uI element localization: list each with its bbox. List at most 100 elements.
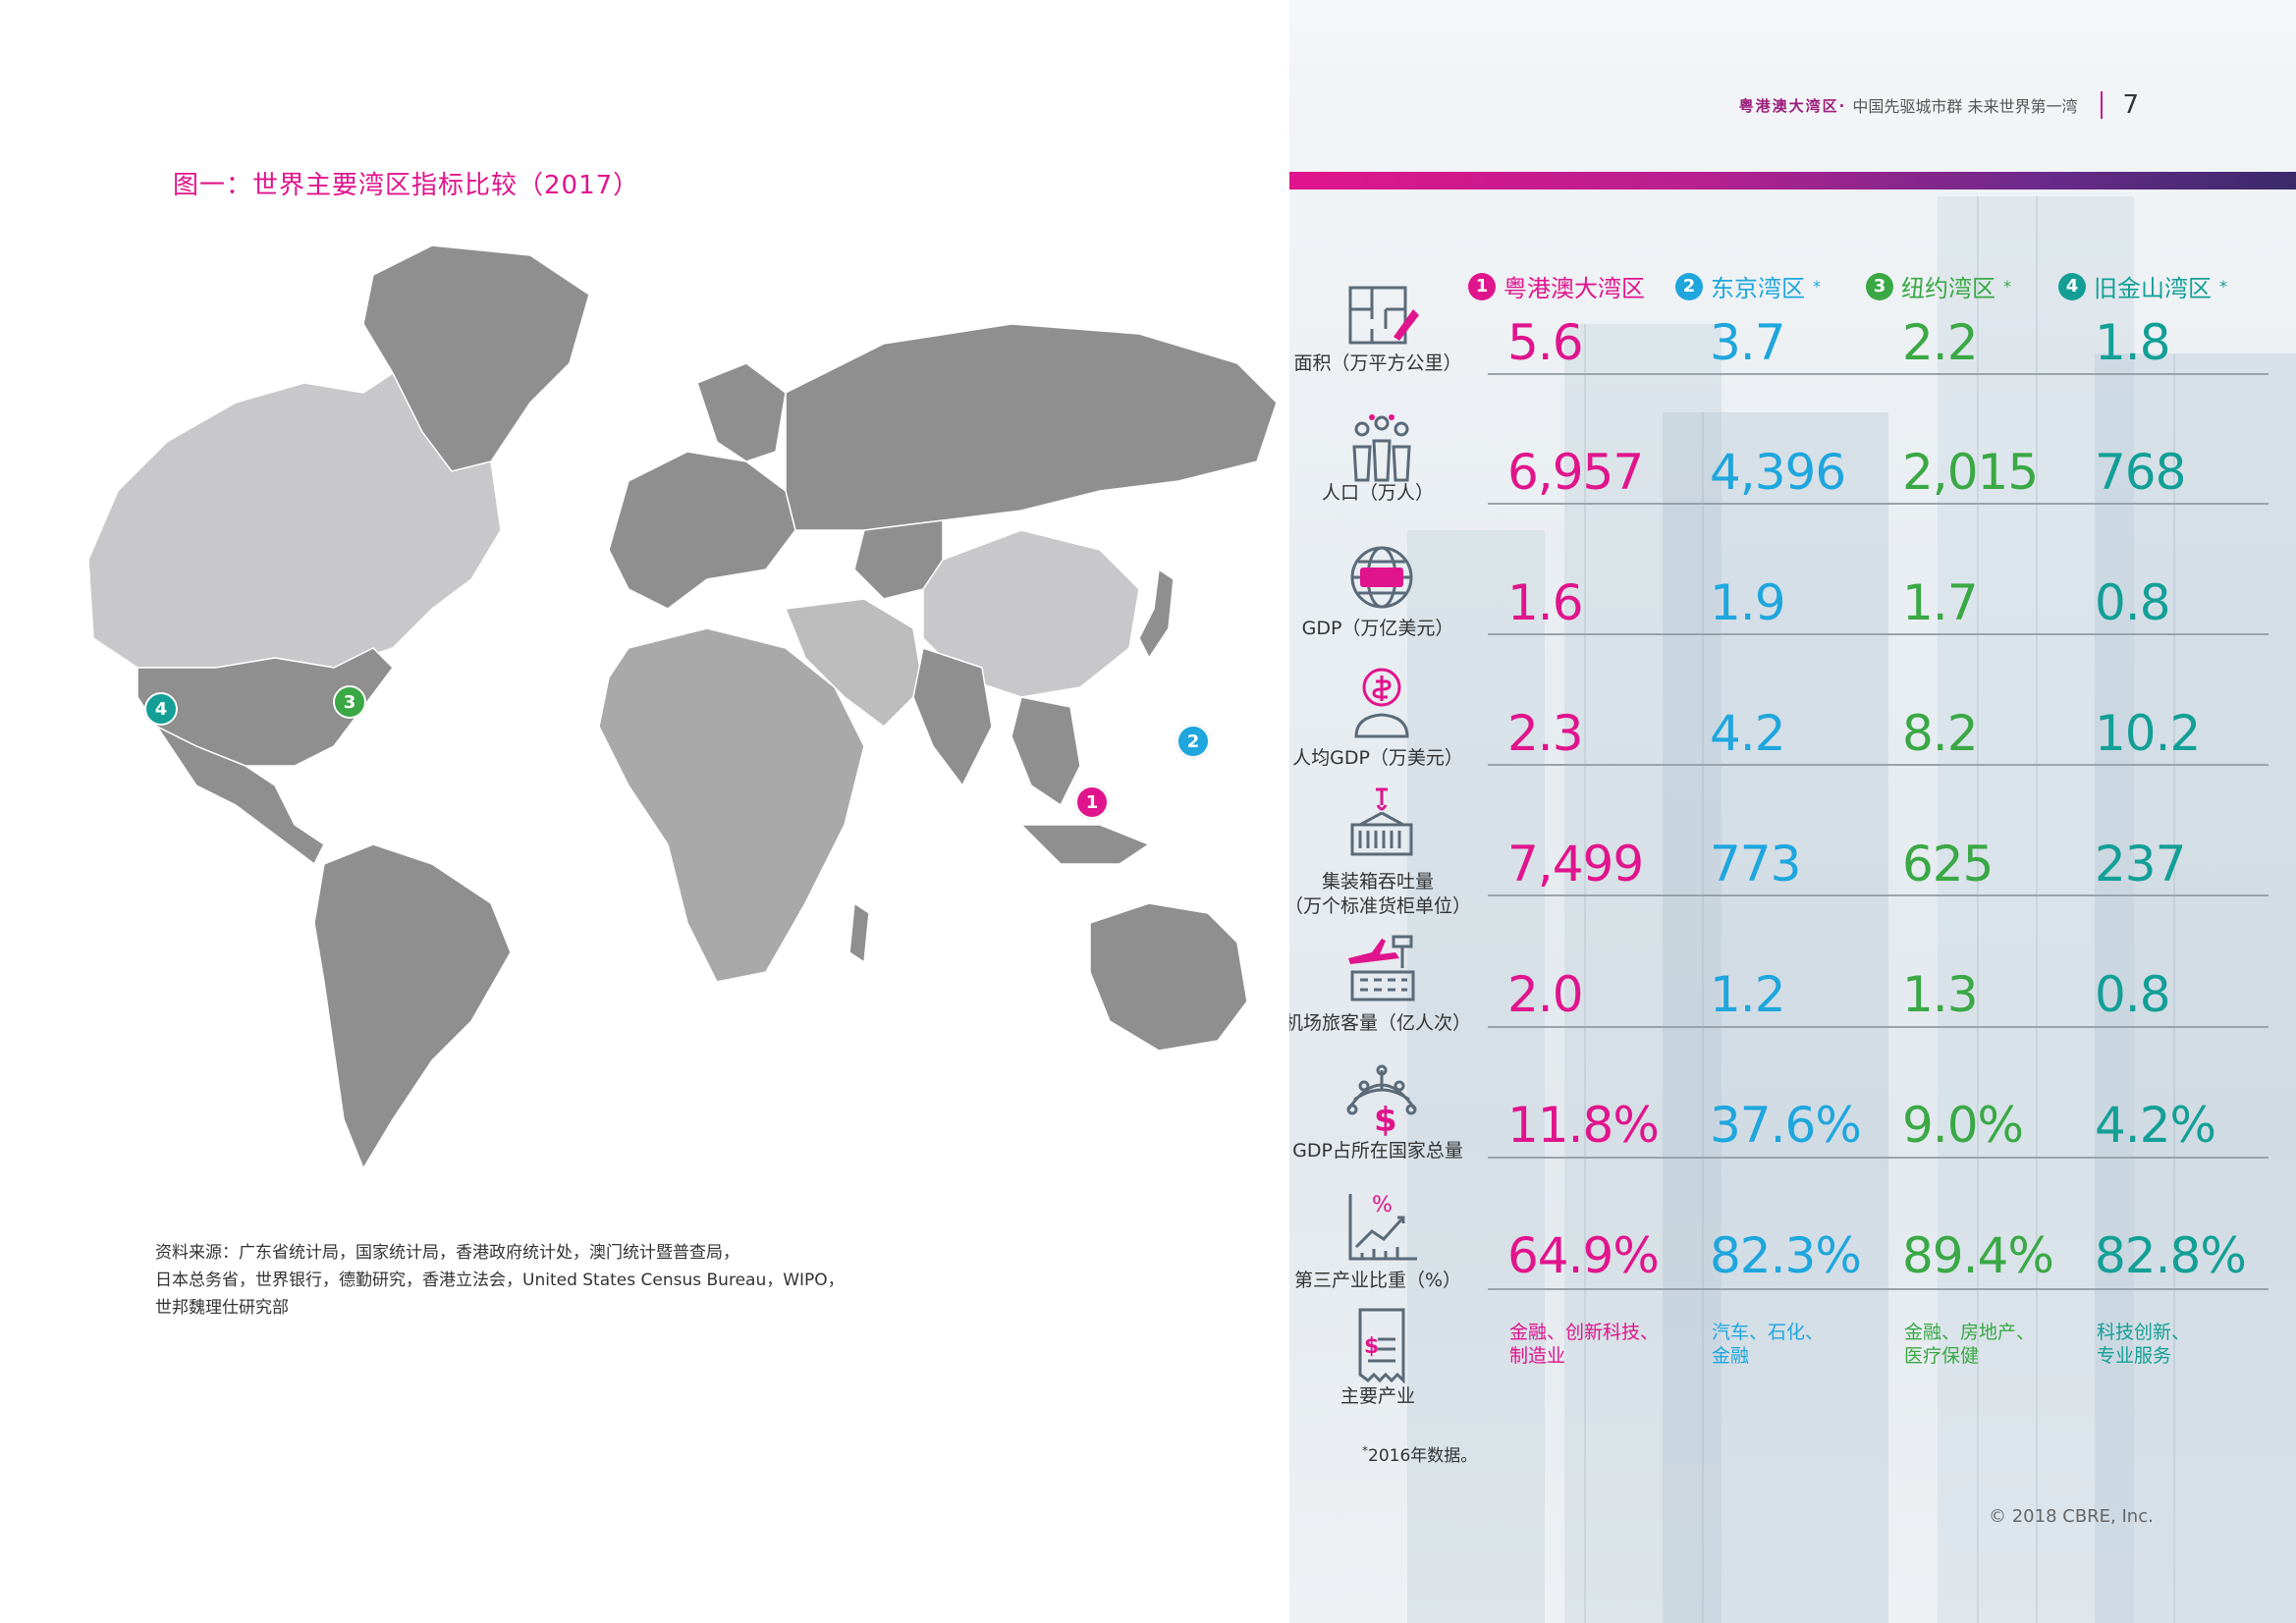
row-divider (1488, 1026, 2269, 1028)
india-shape (912, 647, 993, 787)
mexico-shape (154, 725, 325, 866)
legend-label: 旧金山湾区 (2094, 275, 2212, 302)
value-area-newyork: 2.2 (1902, 314, 1979, 371)
map-marker-tokyo[interactable]: 2 (1176, 725, 1210, 758)
left-page: 图一：世界主要湾区指标比较（2017） (87, 171, 1277, 1322)
industries-tokyo: 汽车、石化、 金融 (1712, 1321, 1824, 1368)
value-gdp-share-gba: 11.8% (1507, 1097, 1660, 1154)
sources-line: 世邦魏理仕研究部 (155, 1298, 289, 1318)
metric-label-tertiary: 第三产业比重（%） (1293, 1270, 1462, 1291)
metric-label-gdp: GDP（万亿美元） (1301, 618, 1454, 639)
central-asia-shape (853, 519, 944, 600)
metric-label-airport: 机场旅客量（亿人次） (1289, 1012, 1471, 1034)
industries-line: 专业服务 (2097, 1345, 2172, 1367)
value-gdp-newyork: 1.7 (1902, 574, 1979, 631)
map-marker-newyork[interactable]: 3 (333, 685, 366, 719)
footnote-star: * (1362, 1443, 1368, 1458)
row-divider (1488, 894, 2269, 896)
industries-line: 汽车、石化、 (1712, 1322, 1825, 1343)
gradient-bar (1289, 172, 2296, 189)
metric-label-gdp-share: GDP占所在国家总量 (1292, 1140, 1463, 1162)
value-gdp-share-tokyo: 37.6% (1710, 1097, 1862, 1154)
value-population-gba: 6,957 (1507, 444, 1644, 501)
southeast-asia-shape (1011, 696, 1081, 807)
south-america-shape (313, 843, 512, 1170)
footnote-text: 2016年数据。 (1368, 1446, 1478, 1466)
industries-line: 制造业 (1509, 1345, 1566, 1367)
copyright: © 2018 CBRE, Inc. (1989, 1506, 2154, 1527)
legend-number-badge: 4 (2058, 272, 2086, 300)
legend-label: 粤港澳大湾区 (1503, 275, 1645, 302)
middle-east-shape (784, 598, 924, 728)
legend-sanfrancisco: 4 旧金山湾区 * (2058, 269, 2227, 303)
sources-note: 资料来源：广东省统计局，国家统计局，香港政府统计处，澳门统计暨普查局， 日本总务… (155, 1239, 862, 1322)
value-per-capita-gdp-tokyo: 4.2 (1710, 705, 1786, 762)
population-icon (1352, 414, 1411, 482)
sources-line: 日本总务省，世界银行，德勤研究，香港立法会，United States Cens… (155, 1271, 845, 1290)
map-marker-gba[interactable]: 1 (1075, 785, 1109, 819)
industries-sanfrancisco: 科技创新、 专业服务 (2097, 1321, 2190, 1368)
footnote: *2016年数据。 (1362, 1441, 1477, 1466)
value-tertiary-sanfrancisco: 82.8% (2095, 1227, 2247, 1284)
russia-shape (785, 323, 1277, 531)
legend-star: * (1813, 277, 1821, 296)
value-area-tokyo: 3.7 (1710, 314, 1786, 371)
legend-tokyo: 2 东京湾区 * (1675, 269, 1821, 303)
japan-shape (1138, 568, 1175, 660)
industries-line: 金融、房地产、 (1904, 1322, 2036, 1343)
metric-label-population: 人口（万人） (1321, 482, 1434, 504)
right-page: 粤港澳大湾区· 中国先驱城市群 未来世界第一湾 7 1 粤港澳大湾区 2 东京湾… (1289, 0, 2296, 1623)
row-divider (1488, 1288, 2269, 1290)
running-head: 粤港澳大湾区· 中国先驱城市群 未来世界第一湾 7 (1739, 90, 2139, 120)
svg-text:$: $ (1364, 1334, 1379, 1359)
value-gdp-gba: 1.6 (1507, 574, 1584, 631)
value-population-tokyo: 4,396 (1710, 444, 1846, 501)
running-head-brand: 粤港澳大湾区· (1738, 96, 1847, 115)
australia-shape (1089, 902, 1248, 1052)
value-container-tokyo: 773 (1710, 836, 1801, 893)
value-container-gba: 7,499 (1507, 836, 1644, 893)
industries-line: 金融 (1712, 1345, 1750, 1367)
industries-line: 科技创新、 (2097, 1322, 2191, 1343)
gdp-globe-icon (1350, 546, 1413, 609)
value-container-sanfrancisco: 237 (2095, 836, 2186, 893)
svg-text:%: % (1372, 1193, 1393, 1217)
industries-gba: 金融、创新科技、 制造业 (1509, 1321, 1659, 1368)
value-area-sanfrancisco: 1.8 (2095, 314, 2171, 371)
page-number: 7 (2122, 90, 2139, 120)
china-shape (922, 529, 1140, 698)
value-airport-tokyo: 1.2 (1710, 966, 1786, 1023)
madagascar-shape (848, 901, 870, 964)
legend-number-badge: 1 (1468, 272, 1496, 300)
europe-shape (608, 451, 796, 610)
legend-number-badge: 2 (1675, 272, 1703, 300)
africa-shape (598, 627, 865, 983)
row-divider (1488, 1157, 2269, 1159)
value-per-capita-gdp-gba: 2.3 (1507, 705, 1584, 762)
value-airport-gba: 2.0 (1507, 966, 1584, 1023)
value-airport-newyork: 1.3 (1902, 966, 1979, 1023)
metric-label-per-capita-gdp: 人均GDP（万美元） (1292, 747, 1463, 769)
figure-title: 图一：世界主要湾区指标比较（2017） (173, 171, 640, 200)
metric-label-industries: 主要产业 (1339, 1385, 1415, 1407)
industries-line: 医疗保健 (1904, 1345, 1980, 1367)
industries-newyork: 金融、房地产、 医疗保健 (1904, 1321, 2035, 1368)
value-tertiary-newyork: 89.4% (1902, 1227, 2054, 1284)
per-capita-gdp-icon (1354, 668, 1409, 738)
value-gdp-sanfrancisco: 0.8 (2095, 574, 2171, 631)
value-area-gba: 5.6 (1507, 314, 1584, 371)
metric-label-container: 集装箱吞吐量 (1321, 871, 1434, 893)
legend-star: * (2003, 277, 2011, 296)
legend-label: 纽约湾区 (1901, 275, 1995, 302)
row-divider (1488, 633, 2269, 635)
map-marker-sanfrancisco[interactable]: 4 (144, 692, 178, 726)
running-head-divider (2101, 91, 2104, 119)
value-per-capita-gdp-sanfrancisco: 10.2 (2095, 705, 2201, 762)
metric-label-container-unit: （万个标准货柜单位） (1289, 895, 1471, 917)
greenland-shape (362, 244, 590, 472)
floor-plan-icon (1348, 286, 1419, 345)
running-head-tagline: 中国先驱城市群 未来世界第一湾 (1852, 97, 2078, 116)
world-map (87, 244, 1277, 1170)
value-per-capita-gdp-newyork: 8.2 (1902, 705, 1979, 762)
row-divider (1488, 764, 2269, 766)
